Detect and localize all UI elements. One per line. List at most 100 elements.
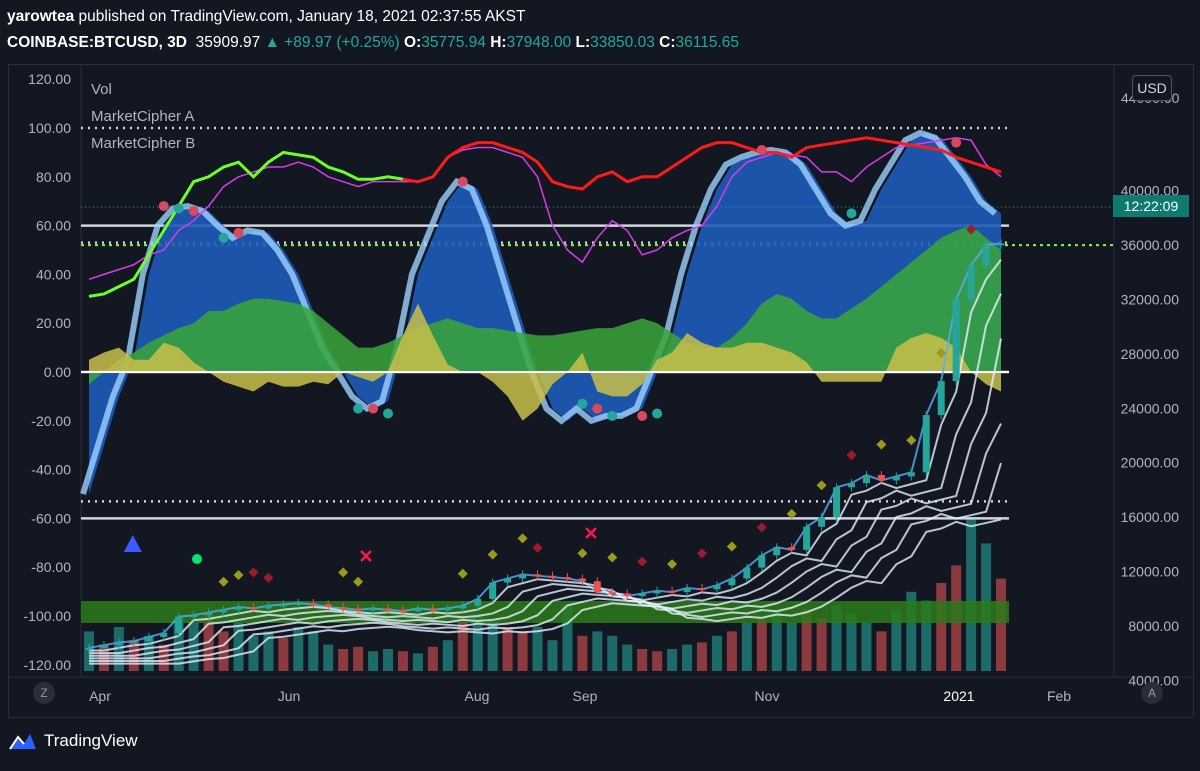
candle-body (818, 517, 826, 527)
candle-body (264, 605, 272, 609)
time-axis-tick: Nov (755, 688, 780, 704)
candle-body (399, 609, 407, 612)
time-axis-tick: Jun (278, 688, 301, 704)
candle-body (100, 645, 108, 648)
wave-dot (233, 227, 244, 238)
right-axis-tick: 20000.00 (1121, 455, 1180, 471)
indicator-label-marketcipher-a[interactable]: MarketCipher A (91, 108, 195, 125)
chart-canvas[interactable]: 120.00 100.00 80.00 60.00 40.00 20.00 0.00 -20.… (9, 65, 1193, 717)
wave-dot (577, 398, 588, 409)
candle-body (833, 487, 841, 518)
volume-bar (861, 622, 872, 671)
right-axis-tick: 28000.00 (1121, 346, 1180, 362)
volume-bar (323, 644, 334, 671)
sell-cross (585, 527, 597, 539)
volume-bar (457, 622, 468, 671)
right-axis-tick: 24000.00 (1121, 400, 1180, 416)
volume-bar (846, 613, 857, 671)
volume-bar (726, 631, 737, 671)
candle-body (205, 612, 213, 616)
signal-diamond (487, 549, 498, 560)
volume-bar (741, 622, 752, 671)
candle-body (384, 608, 392, 611)
wave-dot (637, 410, 648, 421)
symbol-name[interactable]: COINBASE:BTCUSD, 3D (7, 34, 187, 51)
candle-body (235, 607, 243, 610)
candle-body (563, 577, 571, 580)
ema-ribbon-line (89, 259, 1002, 652)
volume-bar (936, 583, 947, 671)
candle-body (698, 588, 706, 590)
signal-diamond (846, 450, 857, 461)
candle-body (593, 581, 601, 593)
volume-bar (801, 609, 812, 671)
candle-body (324, 604, 332, 608)
signal-diamond (667, 559, 678, 570)
close-value: 36115.65 (675, 34, 740, 51)
signal-diamond (607, 552, 618, 563)
left-axis-tick: 40.00 (36, 266, 71, 282)
auto-scale-button[interactable]: A (1141, 682, 1163, 704)
ema-ribbon-line (89, 338, 1002, 657)
volume-bar (532, 627, 543, 671)
tradingview-logo[interactable]: TradingView (8, 731, 138, 751)
candle-body (354, 608, 362, 611)
candle-body (773, 547, 781, 556)
volume-bar (502, 627, 513, 671)
ema-ribbon-line (89, 423, 1002, 660)
wave-dot (457, 176, 468, 187)
high-label: H: (490, 34, 507, 51)
candle-body (847, 483, 855, 488)
ema-ribbon-line (89, 293, 1002, 655)
price-change: ▲ +89.97 (+0.25%) (264, 34, 400, 51)
candle-body (504, 578, 512, 583)
published-text: published on TradingView.com, January 18… (78, 8, 526, 25)
candle-body (788, 547, 796, 550)
candle-body (623, 593, 631, 597)
currency-button[interactable]: USD (1132, 75, 1172, 101)
signal-diamond (263, 572, 274, 583)
candle-body (115, 642, 123, 646)
candle-body (862, 475, 870, 484)
buy-triangle (123, 535, 142, 552)
signal-diamond (338, 567, 349, 578)
sell-cross (360, 550, 372, 562)
candle-body (369, 608, 377, 611)
indicator-label-vol[interactable]: Vol (91, 81, 112, 98)
volume-bar (547, 640, 558, 671)
volume-bar (816, 618, 827, 671)
candle-body (803, 526, 811, 550)
volume-bar (278, 638, 289, 671)
right-axis-tick: 40000.00 (1121, 182, 1180, 198)
volume-bar (472, 613, 483, 671)
volume-bar (233, 622, 244, 671)
signal-diamond (457, 568, 468, 579)
left-axis-tick: 60.00 (36, 218, 71, 234)
candle-body (444, 608, 452, 611)
candle-body (578, 578, 586, 582)
wave-dot (846, 208, 857, 219)
indicator-label-marketcipher-b[interactable]: MarketCipher B (91, 135, 196, 152)
candle-body (489, 582, 497, 599)
bar-countdown-tag: 12:22:09 (1113, 195, 1189, 217)
candle-body (713, 585, 721, 590)
signal-diamond (906, 435, 917, 446)
volume-bar (577, 635, 588, 671)
wave-dot (951, 137, 962, 148)
volume-bar (921, 600, 932, 671)
wave-dot (368, 403, 379, 414)
wave-dot (218, 232, 229, 243)
volume-bar (293, 627, 304, 671)
open-label: O: (404, 34, 422, 51)
signal-diamond (876, 439, 887, 450)
left-axis-tick: 0.00 (44, 364, 71, 380)
chart-pane[interactable]: 120.00 100.00 80.00 60.00 40.00 20.00 0.00 -20.… (8, 64, 1194, 718)
candle-body (534, 574, 542, 577)
money-flow-line-green (88, 150, 404, 298)
zoom-button[interactable]: Z (33, 682, 55, 704)
wave-dot (353, 403, 364, 414)
volume-bar (248, 635, 259, 671)
volume-bar (711, 635, 722, 671)
candle-body (474, 598, 482, 606)
signal-diamond (936, 348, 947, 359)
